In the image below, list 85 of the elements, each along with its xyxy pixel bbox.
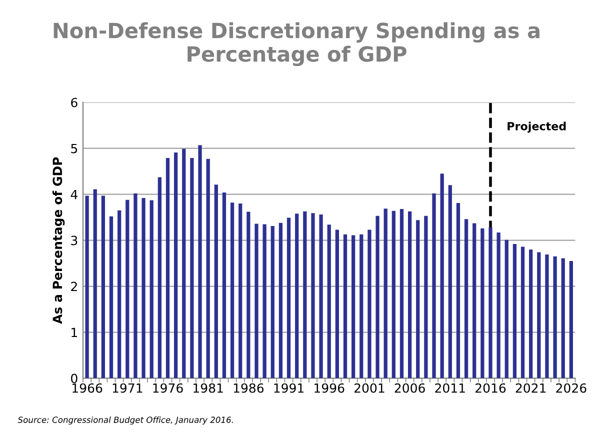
bar <box>230 202 234 378</box>
bar <box>126 200 130 378</box>
x-tick-label: 2026 <box>556 383 586 393</box>
bar <box>134 193 138 378</box>
ref-line-label: Projected <box>508 122 566 133</box>
bar <box>537 252 541 378</box>
y-tick-label: 4 <box>70 190 78 200</box>
bar <box>545 254 549 378</box>
bar <box>174 152 178 378</box>
bar <box>198 145 202 378</box>
x-tick-label: 1996 <box>314 383 344 393</box>
bar <box>561 258 565 378</box>
bar <box>440 174 444 378</box>
bar <box>182 148 186 378</box>
bar <box>166 158 170 378</box>
bar <box>206 158 210 378</box>
y-axis-title: As a Percentage of GDP <box>52 157 65 324</box>
bar <box>392 210 396 378</box>
bar <box>246 212 250 378</box>
bar <box>262 224 266 378</box>
bar <box>150 200 154 378</box>
x-tick-label: 2006 <box>394 383 425 393</box>
bar <box>142 198 146 378</box>
bar <box>553 256 557 378</box>
bar <box>504 240 508 378</box>
bar <box>352 235 356 378</box>
bar <box>286 218 291 378</box>
x-tick-label: 2021 <box>516 383 546 393</box>
x-tick-label: 1981 <box>194 383 223 393</box>
y-tick-label: 5 <box>71 144 78 154</box>
bar <box>456 203 460 378</box>
x-tick-label: 1976 <box>153 383 183 393</box>
bar <box>529 249 533 378</box>
y-tick-label: 3 <box>71 236 78 246</box>
bar <box>400 209 404 378</box>
bar <box>118 210 122 378</box>
bar <box>214 184 218 378</box>
bar <box>448 185 452 378</box>
bar <box>158 177 162 378</box>
bar <box>238 204 242 378</box>
bar <box>343 234 348 378</box>
bar <box>360 234 364 378</box>
bar <box>311 213 315 378</box>
x-tick-label: 1966 <box>72 383 102 393</box>
bar <box>512 244 517 378</box>
bar <box>327 224 331 378</box>
bar <box>432 193 436 378</box>
y-tick-label: 6 <box>71 98 78 108</box>
x-tick-label: 2016 <box>476 383 506 393</box>
y-tick-label: 2 <box>71 282 77 292</box>
bar <box>222 192 226 378</box>
bar <box>85 196 89 378</box>
y-tick-label: 0 <box>71 374 78 384</box>
source-note: Source: Congressional Budget Office, January 2016. <box>18 416 233 425</box>
x-tick-label: 2001 <box>354 383 384 393</box>
bar <box>416 220 420 378</box>
bar <box>254 224 258 378</box>
chart-title: Non-Defense Discretionary Spending as a Percentage of GDP <box>54 22 540 66</box>
x-tick-label: 1991 <box>274 383 304 393</box>
bar <box>480 228 484 378</box>
x-tick-label: 1971 <box>112 383 142 393</box>
bar <box>368 230 372 378</box>
bar <box>319 214 323 378</box>
bar <box>488 227 492 378</box>
bar <box>190 158 194 378</box>
bar <box>93 189 97 378</box>
bar <box>335 230 339 378</box>
bar <box>408 211 412 378</box>
bar <box>376 216 380 378</box>
bar <box>295 214 299 378</box>
x-tick-label: 1986 <box>234 383 264 393</box>
bar <box>384 208 388 378</box>
bar <box>101 196 106 378</box>
bar <box>464 219 468 378</box>
y-tick-label: 1 <box>72 328 78 338</box>
bar <box>569 260 573 378</box>
bar <box>520 246 525 378</box>
bar <box>270 226 274 378</box>
bar <box>278 222 283 378</box>
bar <box>472 223 476 378</box>
bar <box>496 232 500 378</box>
bar <box>424 216 428 378</box>
bar <box>109 216 114 378</box>
bar <box>303 211 307 378</box>
x-tick-label: 2011 <box>435 383 465 393</box>
